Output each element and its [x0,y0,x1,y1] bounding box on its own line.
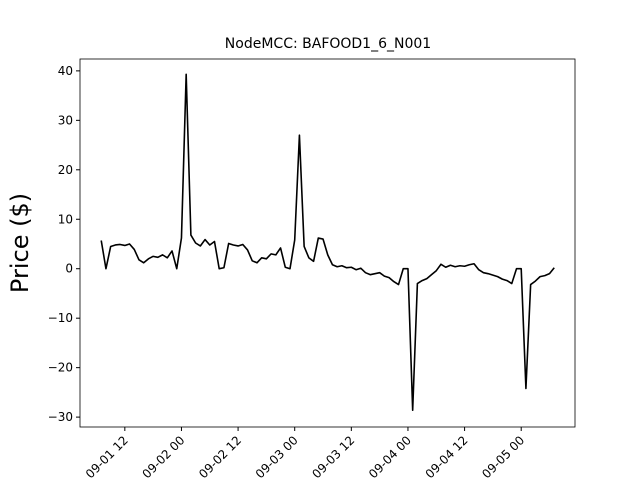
y-tick-label: −10 [48,311,73,325]
y-tick-label: −20 [48,361,73,375]
y-tick-label: 20 [58,163,73,177]
y-tick-label: −30 [48,410,73,424]
price-line [100,73,555,411]
plot-frame [79,58,576,428]
y-tick-label: 0 [65,262,73,276]
y-tick-label: 30 [58,113,73,127]
y-tick-label: 40 [58,64,73,78]
y-tick-label: 10 [58,212,73,226]
chart-title: NodeMCC: BAFOOD1_6_N001 [225,36,431,52]
y-axis-label: Price ($) [6,193,34,293]
